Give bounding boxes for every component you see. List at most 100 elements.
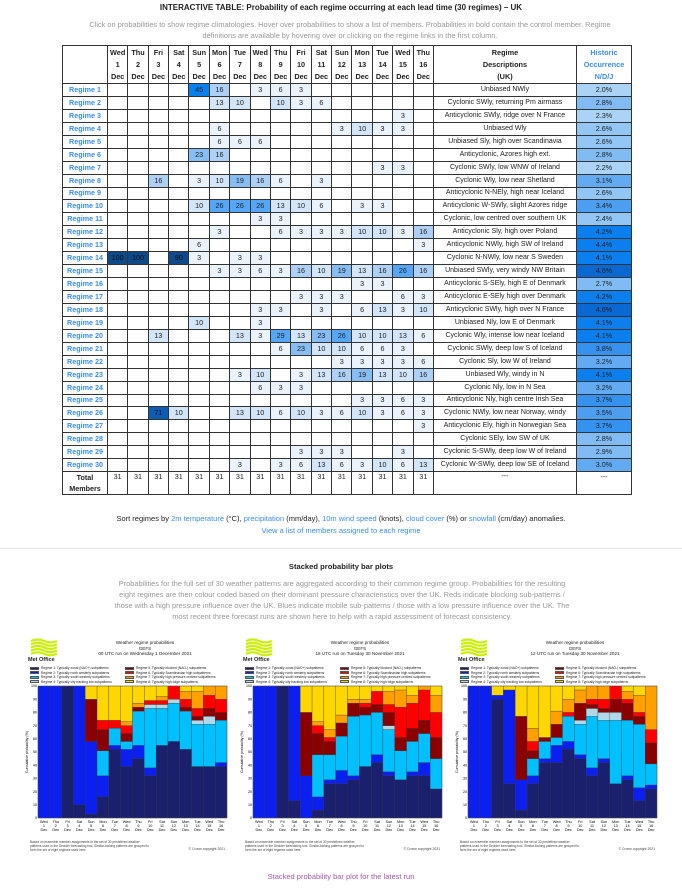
probability-cell[interactable]: 3 bbox=[351, 458, 373, 473]
probability-cell[interactable]: 3 bbox=[331, 225, 353, 240]
probability-cell[interactable]: 3 bbox=[392, 341, 414, 356]
probability-cell[interactable]: 3 bbox=[371, 406, 394, 421]
probability-cell[interactable]: 3 bbox=[371, 121, 394, 136]
regime-link[interactable]: Regime 15 bbox=[62, 264, 108, 279]
regime-link[interactable]: Regime 9 bbox=[62, 186, 108, 201]
probability-cell[interactable]: 6 bbox=[351, 341, 373, 356]
regime-link[interactable]: Regime 1 bbox=[62, 83, 108, 97]
probability-cell[interactable]: 3 bbox=[188, 251, 210, 266]
probability-cell[interactable]: 6 bbox=[392, 458, 414, 473]
probability-cell[interactable]: 10 bbox=[351, 328, 373, 343]
probability-cell[interactable]: 13 bbox=[392, 328, 414, 343]
probability-cell[interactable]: 16 bbox=[208, 83, 231, 97]
probability-cell[interactable]: 3 bbox=[392, 160, 414, 175]
probability-cell[interactable]: 3 bbox=[351, 393, 373, 408]
probability-cell[interactable]: 19 bbox=[331, 264, 353, 279]
probability-cell[interactable]: 3 bbox=[229, 251, 251, 266]
regime-link[interactable]: Regime 7 bbox=[62, 160, 108, 175]
probability-cell[interactable]: 6 bbox=[269, 406, 292, 421]
probability-cell[interactable]: 16 bbox=[208, 147, 231, 162]
probability-cell[interactable]: 3 bbox=[371, 354, 394, 369]
probability-cell[interactable]: 3 bbox=[290, 445, 312, 460]
probability-cell[interactable]: 3 bbox=[310, 173, 333, 188]
probability-cell[interactable]: 6 bbox=[351, 302, 373, 317]
probability-cell[interactable]: 3 bbox=[249, 328, 271, 343]
probability-cell[interactable]: 10 bbox=[168, 406, 190, 421]
regime-link[interactable]: Regime 2 bbox=[62, 95, 108, 110]
probability-cell[interactable]: 10 bbox=[331, 341, 353, 356]
probability-cell[interactable]: 3 bbox=[249, 83, 271, 97]
regime-link[interactable]: Regime 28 bbox=[62, 432, 108, 447]
probability-cell[interactable]: 10 bbox=[269, 95, 292, 110]
probability-cell[interactable]: 3 bbox=[310, 225, 333, 240]
probability-cell[interactable]: 3 bbox=[371, 199, 394, 214]
probability-cell[interactable]: 100 bbox=[106, 251, 129, 266]
probability-cell[interactable]: 10 bbox=[208, 173, 231, 188]
probability-cell[interactable]: 10 bbox=[290, 199, 312, 214]
probability-cell[interactable]: 6 bbox=[371, 341, 394, 356]
probability-cell[interactable]: 3 bbox=[229, 458, 251, 473]
probability-cell[interactable]: 13 bbox=[371, 302, 394, 317]
probability-cell[interactable]: 10 bbox=[249, 367, 271, 382]
regime-link[interactable]: Regime 29 bbox=[62, 445, 108, 460]
probability-cell[interactable]: 3 bbox=[290, 290, 312, 304]
probability-cell[interactable]: 6 bbox=[269, 83, 292, 97]
regime-link[interactable]: Regime 19 bbox=[62, 315, 108, 330]
probability-cell[interactable]: 13 bbox=[310, 367, 333, 382]
regime-link[interactable]: Regime 13 bbox=[62, 238, 108, 253]
probability-cell[interactable]: 3 bbox=[249, 315, 271, 330]
probability-cell[interactable]: 3 bbox=[290, 83, 312, 97]
probability-cell[interactable]: 26 bbox=[249, 199, 271, 214]
probability-cell[interactable]: 3 bbox=[249, 302, 271, 317]
probability-cell[interactable]: 6 bbox=[229, 134, 251, 149]
probability-cell[interactable]: 3 bbox=[412, 393, 434, 408]
probability-cell[interactable]: 3 bbox=[392, 121, 414, 136]
probability-cell[interactable]: 3 bbox=[371, 277, 394, 291]
regime-link[interactable]: Regime 8 bbox=[62, 173, 108, 188]
probability-cell[interactable]: 10 bbox=[371, 458, 394, 473]
probability-cell[interactable]: 6 bbox=[249, 134, 271, 149]
probability-cell[interactable]: 16 bbox=[371, 264, 394, 279]
probability-cell[interactable]: 3 bbox=[269, 458, 292, 473]
probability-cell[interactable]: 6 bbox=[412, 328, 434, 343]
probability-cell[interactable]: 3 bbox=[371, 160, 394, 175]
regime-link[interactable]: Regime 14 bbox=[62, 251, 108, 266]
probability-cell[interactable]: 3 bbox=[269, 302, 292, 317]
probability-cell[interactable]: 3 bbox=[290, 225, 312, 240]
stacked-bar-chart[interactable]: Met Office Weather regime probabilities GE… bbox=[455, 636, 661, 864]
sort-wind-link[interactable]: 10m wind speed bbox=[322, 514, 377, 523]
probability-cell[interactable]: 10 bbox=[310, 264, 333, 279]
probability-cell[interactable]: 3 bbox=[392, 445, 414, 460]
probability-cell[interactable]: 3 bbox=[392, 108, 414, 123]
probability-cell[interactable]: 3 bbox=[331, 121, 353, 136]
probability-cell[interactable]: 6 bbox=[331, 458, 353, 473]
regime-link[interactable]: Regime 11 bbox=[62, 212, 108, 227]
regime-link[interactable]: Regime 6 bbox=[62, 147, 108, 162]
probability-cell[interactable]: 10 bbox=[310, 341, 333, 356]
regime-link[interactable]: Regime 25 bbox=[62, 393, 108, 408]
probability-cell[interactable]: 3 bbox=[392, 225, 414, 240]
probability-cell[interactable]: 23 bbox=[310, 328, 333, 343]
probability-cell[interactable]: 3 bbox=[290, 95, 312, 110]
probability-cell[interactable]: 6 bbox=[392, 406, 414, 421]
probability-cell[interactable]: 10 bbox=[188, 199, 210, 214]
probability-cell[interactable]: 6 bbox=[249, 264, 271, 279]
probability-cell[interactable]: 16 bbox=[412, 225, 434, 240]
probability-cell[interactable]: 6 bbox=[269, 225, 292, 240]
probability-cell[interactable]: 10 bbox=[392, 367, 414, 382]
probability-cell[interactable]: 26 bbox=[392, 264, 414, 279]
regime-link[interactable]: Regime 23 bbox=[62, 367, 108, 382]
probability-cell[interactable]: 3 bbox=[269, 380, 292, 395]
probability-cell[interactable]: 6 bbox=[310, 95, 333, 110]
probability-cell[interactable]: 3 bbox=[229, 264, 251, 279]
probability-cell[interactable]: 13 bbox=[147, 328, 170, 343]
sort-snowfall-link[interactable]: snowfall bbox=[468, 514, 496, 523]
regime-link[interactable]: Regime 4 bbox=[62, 121, 108, 136]
probability-cell[interactable]: 6 bbox=[290, 458, 312, 473]
regime-link[interactable]: Regime 3 bbox=[62, 108, 108, 123]
probability-cell[interactable]: 3 bbox=[412, 238, 434, 253]
probability-cell[interactable]: 10 bbox=[351, 121, 373, 136]
probability-cell[interactable]: 3 bbox=[290, 380, 312, 395]
probability-cell[interactable]: 16 bbox=[147, 173, 170, 188]
probability-cell[interactable]: 13 bbox=[371, 367, 394, 382]
